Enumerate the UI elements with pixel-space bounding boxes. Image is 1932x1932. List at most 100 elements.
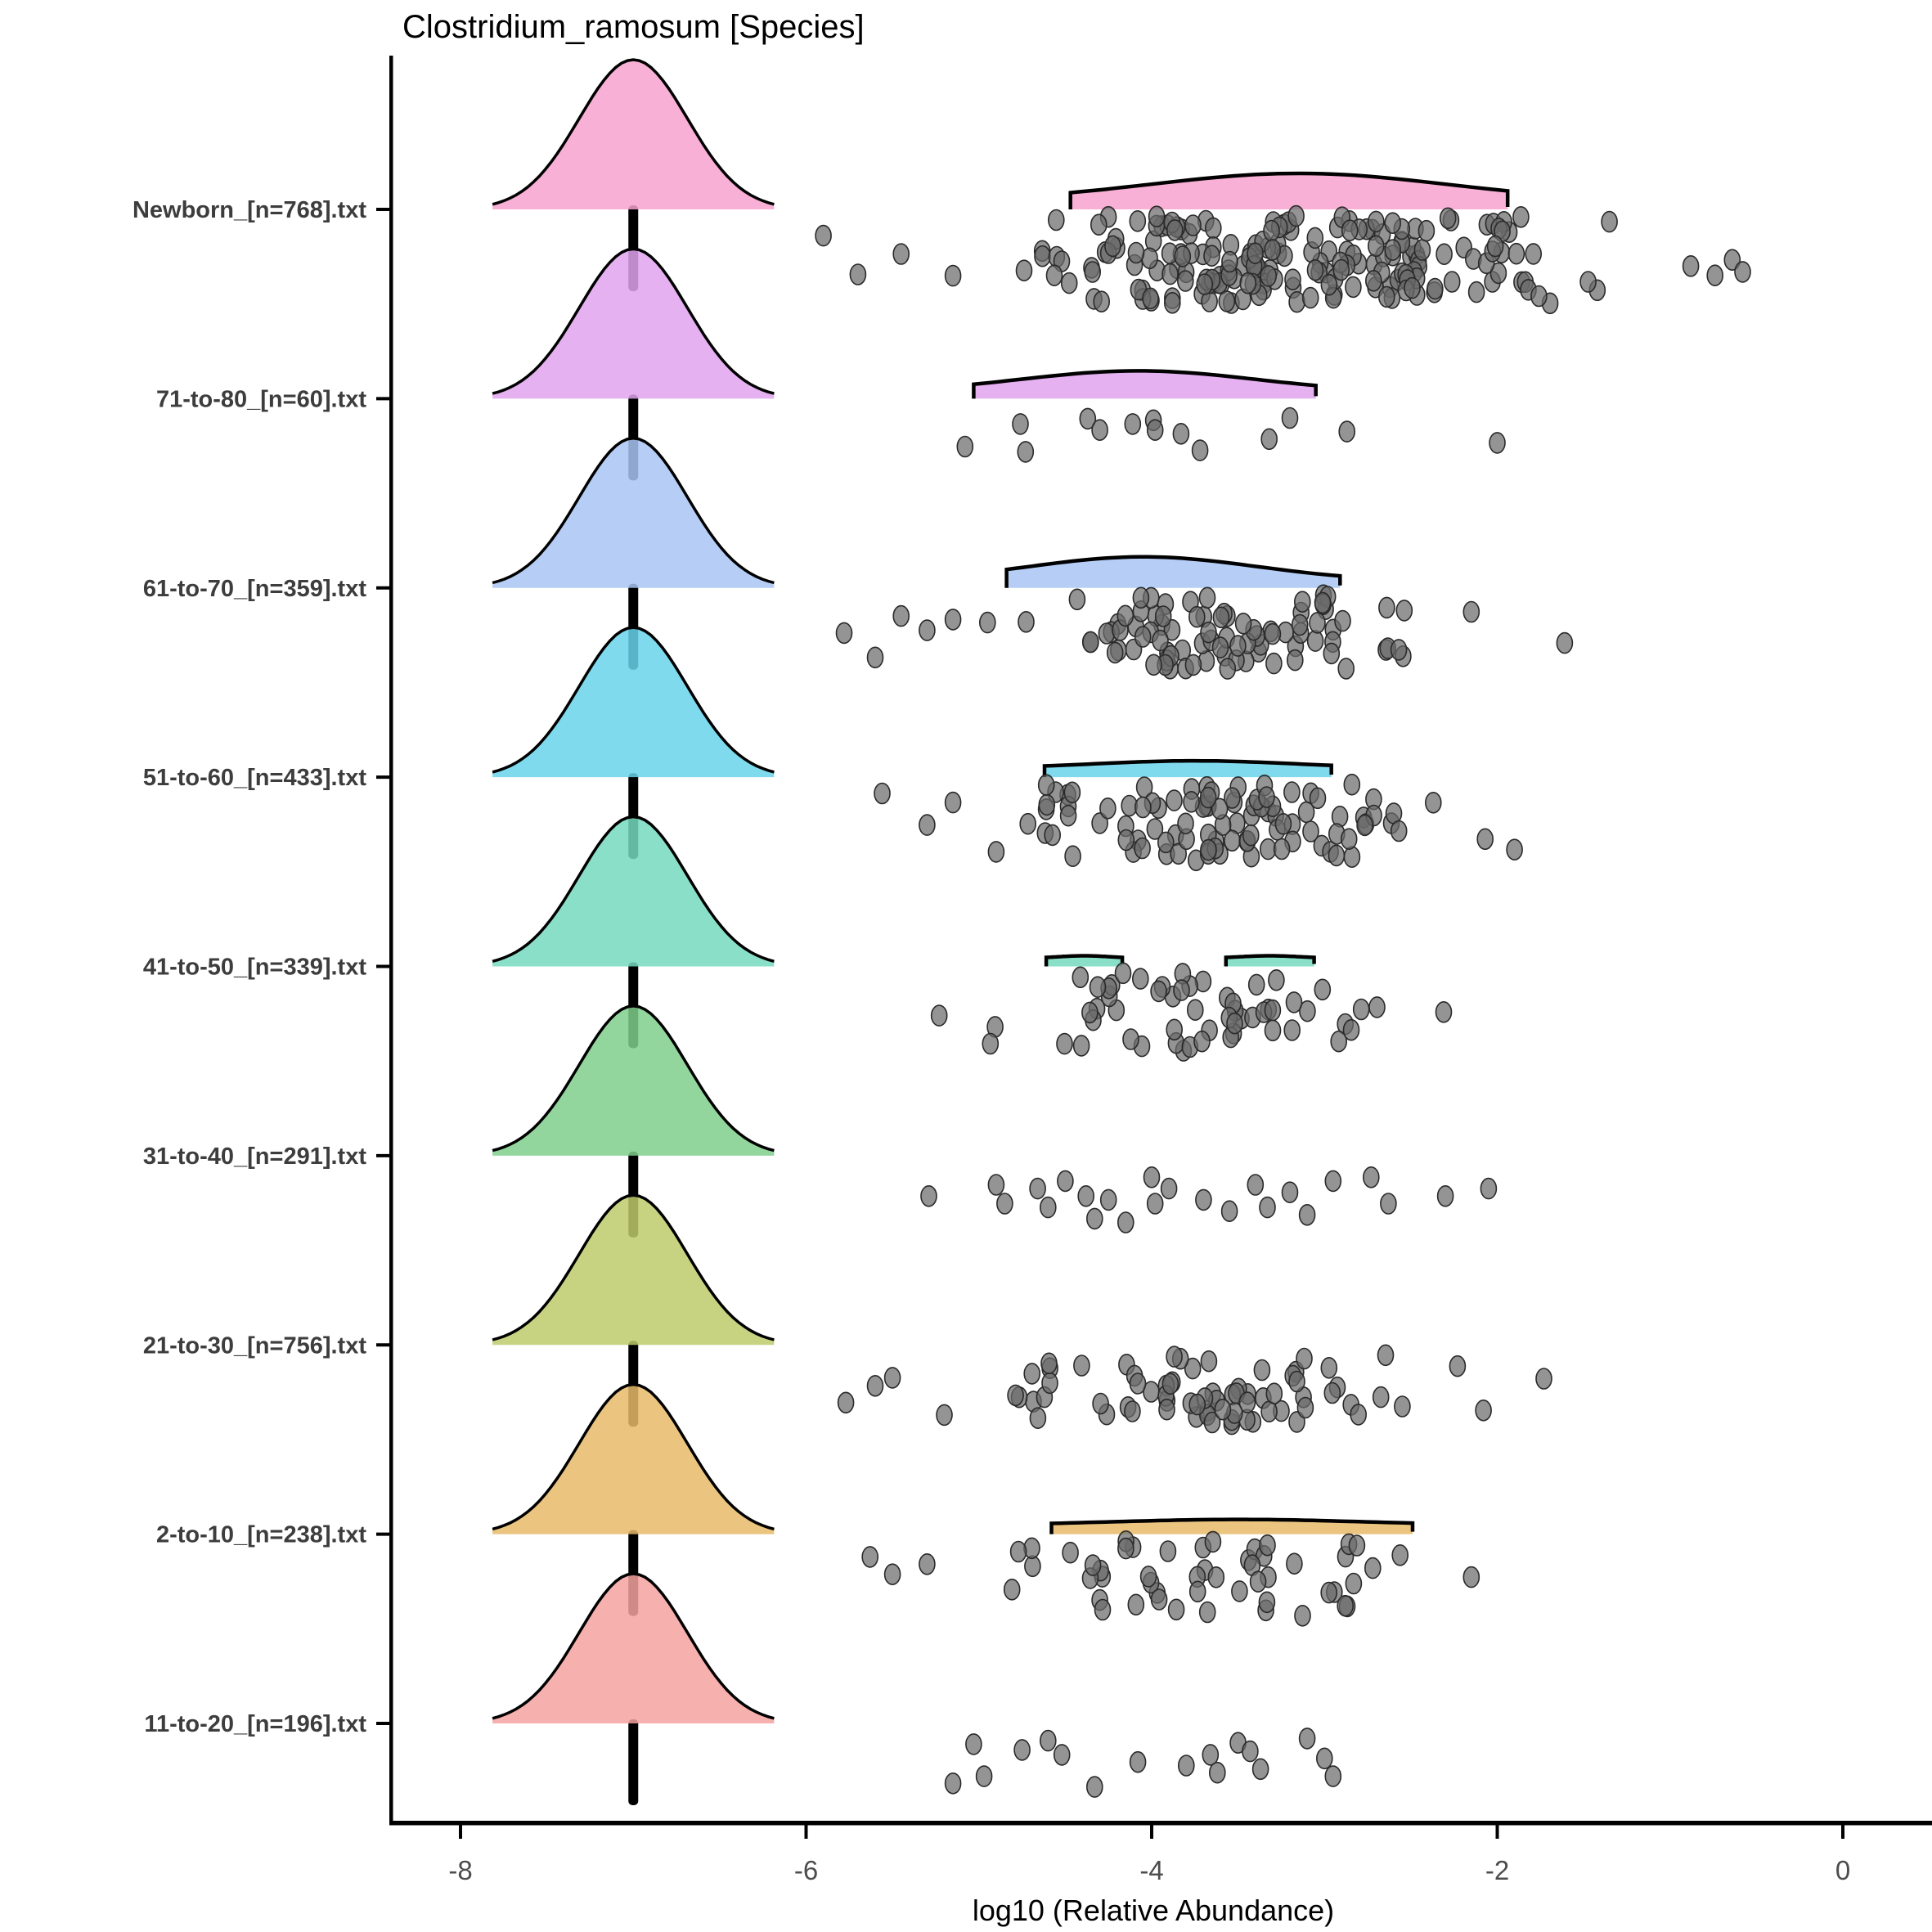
rain-point [1258, 786, 1275, 808]
rain-point [1064, 845, 1081, 867]
reference-bell-outline [492, 58, 775, 206]
rain-point [1283, 781, 1301, 803]
rain-point [1506, 838, 1523, 860]
rain-point [1535, 1368, 1552, 1390]
reference-bell-outline [492, 437, 775, 585]
rain-point [1081, 1001, 1099, 1024]
rain-point [1099, 1188, 1117, 1211]
rain-point [1486, 235, 1504, 258]
rain-point [1734, 261, 1751, 283]
rain-point [1196, 273, 1213, 295]
rain-point [1015, 259, 1033, 282]
rain-point [1298, 1728, 1316, 1750]
rain-point [1132, 968, 1149, 990]
rain-point [1706, 264, 1723, 287]
rain-point [920, 1185, 937, 1207]
rain-point [1265, 652, 1283, 675]
rain-point [930, 1004, 948, 1027]
rain-point [1170, 842, 1187, 865]
rain-point [1129, 209, 1147, 232]
rain-point [1114, 962, 1132, 985]
rain-point [1218, 290, 1236, 312]
rain-point [1365, 269, 1382, 292]
rain-point [1145, 654, 1162, 676]
rain-point [1264, 1019, 1282, 1042]
rain-point [1364, 1557, 1382, 1579]
reference-bell-outline [492, 247, 775, 395]
rain-point [1146, 419, 1164, 442]
rain-point [1198, 586, 1216, 609]
data-cloud-outline [1042, 758, 1333, 778]
rain-point [1413, 239, 1431, 261]
rain-point [1117, 604, 1134, 627]
rain-point [1224, 787, 1241, 809]
reference-bell-outline [492, 626, 775, 774]
row-label: 2-to-10_[n=238].txt [156, 1522, 366, 1548]
x-tick [1841, 1825, 1844, 1839]
rain-point [1345, 1572, 1363, 1595]
rain-point [1205, 217, 1222, 240]
reference-bell [492, 1005, 775, 1156]
rain-point [1034, 245, 1051, 267]
rain-point [1164, 291, 1181, 314]
rain-point [1193, 1030, 1211, 1053]
rain-point [919, 1553, 936, 1575]
rain-point [1091, 419, 1108, 442]
rain-point [982, 1032, 1000, 1055]
rain-point [1368, 235, 1385, 258]
rain-point [1177, 812, 1194, 835]
rain-point [1332, 258, 1350, 281]
rain-point [1079, 407, 1097, 430]
rain-point [1038, 793, 1056, 816]
rain-point [892, 604, 910, 627]
rain-point [1384, 212, 1401, 235]
rain-point [979, 611, 996, 634]
rain-point [1166, 1346, 1183, 1368]
x-axis-line [389, 1821, 1932, 1826]
rain-point [1073, 1355, 1090, 1377]
rain-point [1436, 1185, 1454, 1207]
rain-point [883, 1563, 901, 1585]
row-label: 41-to-50_[n=339].txt [143, 955, 367, 981]
reference-bell [492, 1574, 775, 1723]
rain-point [1203, 245, 1220, 267]
rain-point [1395, 600, 1413, 622]
rain-point [1264, 999, 1282, 1022]
rain-point [1146, 818, 1164, 840]
rain-point [1306, 630, 1324, 652]
rain-point [1601, 210, 1618, 233]
rain-point [1512, 205, 1530, 228]
rain-point [1198, 1601, 1216, 1624]
x-tick [1150, 1825, 1153, 1839]
rain-point [1390, 820, 1408, 842]
rain-point [1017, 441, 1035, 463]
rain-point [1184, 654, 1202, 676]
rain-point [1139, 1566, 1157, 1588]
rain-point [1166, 1018, 1183, 1041]
rain-point [1384, 239, 1401, 261]
row-label: 21-to-30_[n=756].txt [143, 1332, 367, 1359]
rain-point [1089, 976, 1107, 998]
rain-point [1048, 209, 1065, 231]
rain-point [1142, 287, 1159, 310]
rain-point [1281, 1181, 1299, 1203]
rain-point [815, 224, 832, 247]
rain-point [1480, 1177, 1498, 1200]
rain-point [1166, 789, 1183, 811]
rain-point [837, 1391, 855, 1414]
chart-title: Clostridium_ramosum [Species] [402, 9, 865, 45]
rain-point [1368, 996, 1386, 1018]
rain-point [1298, 1204, 1316, 1226]
row-label: 31-to-40_[n=291].txt [143, 1143, 367, 1170]
rain-point [1132, 586, 1150, 609]
reference-bell [492, 1195, 775, 1346]
rain-point [1091, 812, 1108, 834]
rain-point [1273, 838, 1291, 860]
y-tick [376, 1722, 389, 1725]
rain-point [1320, 273, 1338, 296]
reference-bell-outline [492, 1004, 775, 1152]
rain-point [1285, 991, 1303, 1013]
rain-point [1134, 626, 1152, 648]
rain-point [1299, 1000, 1316, 1022]
